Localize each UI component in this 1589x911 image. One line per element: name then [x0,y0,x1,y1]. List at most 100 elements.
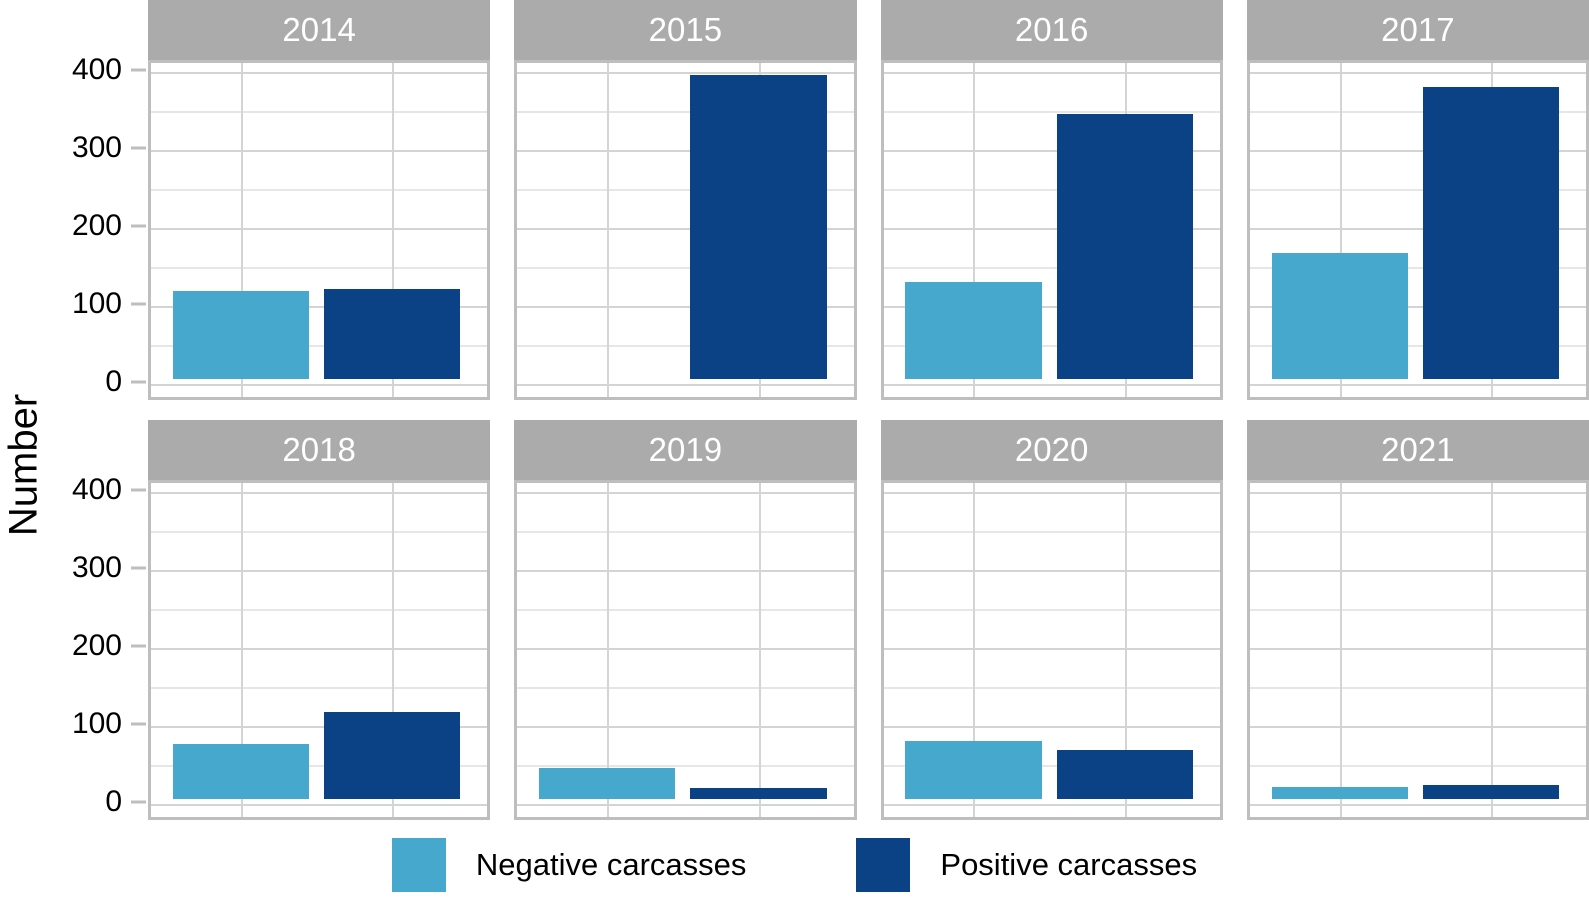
gridline-vertical [973,483,976,817]
plot-area-2014 [148,60,491,400]
gridline-minor [151,189,488,191]
gridline-minor [1249,765,1586,767]
y-axis-row-1: 0 100 200 300 400 [0,53,148,400]
plot-area-2019 [514,480,857,820]
gridline-major [517,726,854,728]
bar-negative-2020 [905,741,1042,799]
gridline-major [151,150,488,152]
gridline-vertical [607,483,610,817]
gridline-major [883,648,1220,650]
gridline-minor [883,267,1220,269]
gridline-major [1249,72,1586,74]
y-tick-label-0: 0 [105,785,122,818]
bar-positive-2021 [1422,784,1560,799]
gridline-major [151,72,488,74]
gridline-major [1249,648,1586,650]
gridline-minor [1249,531,1586,533]
gridline-minor [883,531,1220,533]
legend-item-positive: Positive carcasses [856,838,1197,892]
bar-positive-2020 [1056,749,1193,799]
gridline-major [1249,570,1586,572]
plot-area-2021 [1246,480,1589,820]
gridline-major [1249,228,1586,230]
gridline-major [517,306,854,308]
y-tick-label-400: 400 [71,53,122,86]
bar-negative-2021 [1271,787,1408,799]
gridline-major [883,570,1220,572]
gridline-major [1249,804,1586,806]
gridline-major [517,228,854,230]
gridline-major [883,492,1220,494]
plot-area-2015 [514,60,857,400]
gridline-major [151,306,488,308]
y-tick-mark [131,380,146,384]
gridline-major [517,570,854,572]
facet-strip-2015: 2015 [514,0,857,60]
gridline-vertical [607,63,610,397]
facet-panel-2021: 2021 [1246,420,1589,820]
gridline-minor [883,111,1220,113]
gridline-major [1249,306,1586,308]
gridline-major [883,150,1220,152]
gridline-minor [1249,609,1586,611]
gridline-minor [1249,111,1586,113]
plot-area-2020 [880,480,1223,820]
gridline-minor [1249,345,1586,347]
gridline-major [517,72,854,74]
facet-panel-2020: 2020 [880,420,1223,820]
gridline-minor [517,345,854,347]
facet-strip-2017: 2017 [1246,0,1589,60]
y-tick-mark [131,566,146,570]
bar-positive-2018 [324,711,461,799]
gridline-vertical [758,483,761,817]
gridline-vertical [240,63,243,397]
facet-panel-2017: 2017 [1246,0,1589,400]
gridline-vertical [392,483,395,817]
facet-strip-2021: 2021 [1246,420,1589,480]
gridline-minor [151,609,488,611]
bar-negative-2017 [1271,252,1408,379]
gridline-minor [151,765,488,767]
gridline-minor [517,609,854,611]
plot-area-2017 [1246,60,1589,400]
gridline-major [151,570,488,572]
gridline-minor [517,531,854,533]
bar-negative-2018 [172,744,310,799]
gridline-minor [883,765,1220,767]
y-tick-mark [131,146,146,150]
facet-panel-2016: 2016 [880,0,1223,400]
facet-row-2: 0 100 200 300 400 2018 2019 2020 2021 [0,420,1589,820]
gridline-major [883,72,1220,74]
legend-item-negative: Negative carcasses [391,838,747,892]
gridline-major [1249,150,1586,152]
gridline-major [1249,384,1586,386]
gridline-major [1249,726,1586,728]
gridline-major [517,648,854,650]
gridline-major [883,306,1220,308]
bar-positive-2019 [690,788,827,799]
gridline-minor [883,189,1220,191]
gridline-major [151,648,488,650]
gridline-vertical [1491,483,1493,817]
y-tick-mark [131,68,146,72]
gridline-vertical [973,63,976,397]
y-tick-label-200: 200 [71,209,122,242]
y-tick-mark [131,800,146,804]
legend-swatch-negative-icon [391,838,446,892]
gridline-vertical [392,63,395,397]
legend-label-negative: Negative carcasses [475,847,747,882]
gridline-major [151,804,488,806]
plot-area-2016 [880,60,1223,400]
gridline-minor [883,609,1220,611]
facet-grid: 0 100 200 300 400 2014 2015 2016 2017 0 100 200 300 4… [0,0,1589,820]
y-tick-label-200: 200 [71,629,122,662]
facet-strip-2019: 2019 [514,420,857,480]
y-tick-label-400: 400 [71,473,122,506]
y-axis-row-2: 0 100 200 300 400 [0,473,148,820]
bar-positive-2014 [324,289,461,379]
gridline-minor [883,687,1220,689]
gridline-major [1249,492,1586,494]
gridline-minor [151,267,488,269]
y-tick-label-300: 300 [71,551,122,584]
gridline-minor [151,531,488,533]
